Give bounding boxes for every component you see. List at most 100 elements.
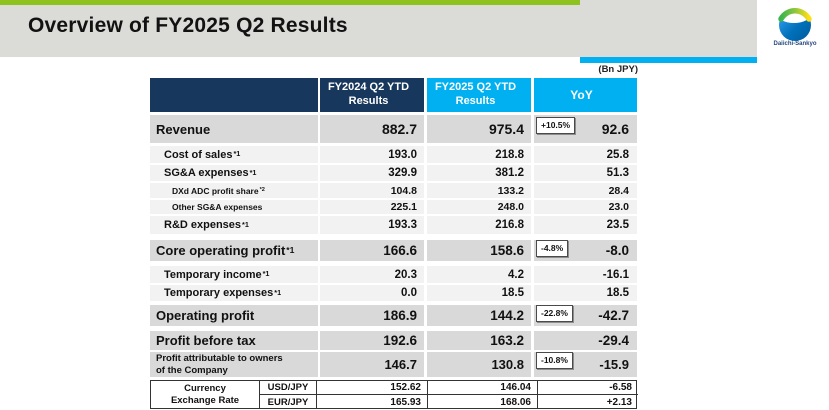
daiichi-sankyo-logo-icon bbox=[777, 5, 812, 41]
header-fy2025-line2: Results bbox=[455, 95, 496, 107]
footnote-ref: *1 bbox=[262, 269, 270, 278]
yoy-value: -8.0 bbox=[605, 243, 629, 258]
row-label: DXd ADC profit share bbox=[172, 185, 259, 196]
footnote-ref: *1 bbox=[242, 219, 249, 229]
fy2024-value: 225.1 bbox=[320, 200, 424, 214]
fy2025-value: 216.8 bbox=[427, 216, 531, 234]
yoy-value: -29.4 bbox=[598, 333, 629, 348]
row-label: Operating profit bbox=[156, 308, 255, 323]
fy2024-value: 186.9 bbox=[320, 305, 424, 326]
yoy-percent-badge: -10.8% bbox=[536, 352, 573, 369]
table-row-profit-before-tax: Profit before tax 192.6 163.2 -29.4 bbox=[150, 331, 637, 350]
yoy-value: -42.7 bbox=[598, 308, 629, 323]
yoy-value: 23.0 bbox=[608, 201, 629, 213]
yoy-value: 28.4 bbox=[608, 184, 629, 197]
fy2025-value: 4.2 bbox=[427, 266, 531, 283]
fy2025-value: 18.5 bbox=[427, 285, 531, 301]
eur-fy2025-rate: 168.06 bbox=[427, 395, 537, 409]
cyan-accent-bar bbox=[580, 57, 757, 63]
fy2025-value: 144.2 bbox=[427, 305, 531, 326]
eur-yoy-change: +2.13 bbox=[537, 395, 638, 409]
table-row-operating-profit: Operating profit 186.9 144.2 -22.8% -42.7 bbox=[150, 305, 637, 326]
fy2025-value: 975.4 bbox=[427, 115, 531, 143]
row-label: SG&A expenses bbox=[164, 167, 249, 179]
currency-pair-usd: USD/JPY bbox=[259, 381, 316, 395]
fy2024-value: 193.0 bbox=[320, 146, 424, 163]
yoy-percent-badge: +10.5% bbox=[536, 117, 576, 134]
table-header-row: FY2024 Q2 YTD Results FY2025 Q2 YTD Resu… bbox=[150, 78, 637, 112]
row-label: Cost of sales bbox=[164, 148, 233, 161]
yoy-value: 51.3 bbox=[606, 167, 629, 179]
fy2024-value: 0.0 bbox=[320, 285, 424, 301]
row-label: Temporary expenses bbox=[164, 287, 274, 299]
yoy-value: 23.5 bbox=[606, 219, 629, 231]
fy2024-value: 20.3 bbox=[320, 266, 424, 283]
page-title: Overview of FY2025 Q2 Results bbox=[28, 14, 348, 37]
fy2025-value: 163.2 bbox=[427, 331, 531, 350]
table-row-revenue: Revenue 882.7 975.4 +10.5% 92.6 bbox=[150, 115, 637, 143]
header-yoy: YoY bbox=[534, 78, 637, 112]
fy2025-value: 381.2 bbox=[427, 165, 531, 181]
fy2025-value: 130.8 bbox=[427, 352, 531, 377]
header-fy2024-line2: Results bbox=[348, 95, 389, 107]
table-row-cost-of-sales: Cost of sales *1 193.0 218.8 25.8 bbox=[150, 146, 637, 163]
fy2024-value: 882.7 bbox=[320, 115, 424, 143]
yoy-value: 25.8 bbox=[606, 148, 629, 161]
table-row-other-sga-expenses: Other SG&A expenses 225.1 248.0 23.0 bbox=[150, 200, 637, 214]
exchange-label-line1: Currency bbox=[184, 382, 226, 394]
yoy-value: 18.5 bbox=[606, 287, 629, 299]
yoy-value: -16.1 bbox=[602, 268, 629, 281]
row-label-line2: of the Company bbox=[156, 364, 228, 376]
header-blank-cell bbox=[150, 78, 318, 112]
header-yoy-label: YoY bbox=[570, 87, 593, 102]
footnote-ref: *1 bbox=[233, 149, 241, 158]
yoy-percent-badge: -4.8% bbox=[536, 240, 569, 257]
exchange-rate-table: Currency Exchange Rate USD/JPY 152.62 14… bbox=[150, 380, 638, 409]
row-label: Profit before tax bbox=[156, 333, 256, 348]
header-band bbox=[0, 0, 757, 57]
fy2024-value: 329.9 bbox=[320, 165, 424, 181]
footnote-ref: *1 bbox=[249, 167, 257, 177]
row-label: Other SG&A expenses bbox=[172, 202, 263, 212]
table-row-temporary-income: Temporary income *1 20.3 4.2 -16.1 bbox=[150, 266, 637, 283]
header-fy2025-line1: FY2025 Q2 YTD bbox=[434, 81, 517, 94]
table-row-core-operating-profit: Core operating profit *1 166.6 158.6 -4.8… bbox=[150, 240, 637, 261]
table-row-sga-expenses: SG&A expenses *1 329.9 381.2 51.3 bbox=[150, 165, 637, 181]
fy2024-value: 193.3 bbox=[320, 216, 424, 234]
green-accent-bar bbox=[0, 0, 580, 5]
exchange-rate-label: Currency Exchange Rate bbox=[151, 381, 259, 409]
table-row-rnd-expenses: R&D expenses *1 193.3 216.8 23.5 bbox=[150, 216, 637, 234]
currency-pair-eur: EUR/JPY bbox=[259, 395, 316, 409]
unit-label: (Bn JPY) bbox=[598, 64, 638, 75]
yoy-value: -15.9 bbox=[599, 357, 629, 372]
fy2025-value: 158.6 bbox=[427, 240, 531, 261]
footnote-ref: *2 bbox=[259, 186, 265, 193]
table-row-temporary-expenses: Temporary expenses *1 0.0 18.5 18.5 bbox=[150, 285, 637, 301]
usd-fy2024-rate: 152.62 bbox=[316, 381, 427, 395]
fy2024-value: 104.8 bbox=[320, 183, 424, 198]
row-label: R&D expenses bbox=[164, 219, 242, 231]
yoy-value: 92.6 bbox=[601, 121, 629, 137]
usd-fy2025-rate: 146.04 bbox=[427, 381, 537, 395]
header-fy2024: FY2024 Q2 YTD Results bbox=[320, 78, 424, 112]
fy2024-value: 166.6 bbox=[320, 240, 424, 261]
fy2025-value: 133.2 bbox=[427, 183, 531, 198]
eur-fy2024-rate: 165.93 bbox=[316, 395, 427, 409]
fy2025-value: 248.0 bbox=[427, 200, 531, 214]
row-label: Core operating profit bbox=[156, 243, 286, 258]
company-logo: Daiichi-Sankyo bbox=[764, 3, 826, 47]
row-label-line1: Profit attributable to owners bbox=[156, 352, 283, 364]
footnote-ref: *1 bbox=[286, 244, 295, 255]
logo-brand-text: Daiichi-Sankyo bbox=[773, 41, 817, 47]
usd-yoy-change: -6.58 bbox=[537, 381, 638, 395]
exchange-label-line2: Exchange Rate bbox=[170, 395, 240, 406]
row-label: Revenue bbox=[156, 121, 211, 137]
header-fy2025: FY2025 Q2 YTD Results bbox=[427, 78, 531, 112]
table-row-profit-attributable-to-owners: Profit attributable to owners of the Comp… bbox=[150, 352, 637, 377]
footnote-ref: *1 bbox=[274, 287, 282, 297]
table-row-dxd-adc-profit-share: DXd ADC profit share *2 104.8 133.2 28.4 bbox=[150, 183, 637, 198]
fy2024-value: 146.7 bbox=[320, 352, 424, 377]
fy2024-value: 192.6 bbox=[320, 331, 424, 350]
fy2025-value: 218.8 bbox=[427, 146, 531, 163]
